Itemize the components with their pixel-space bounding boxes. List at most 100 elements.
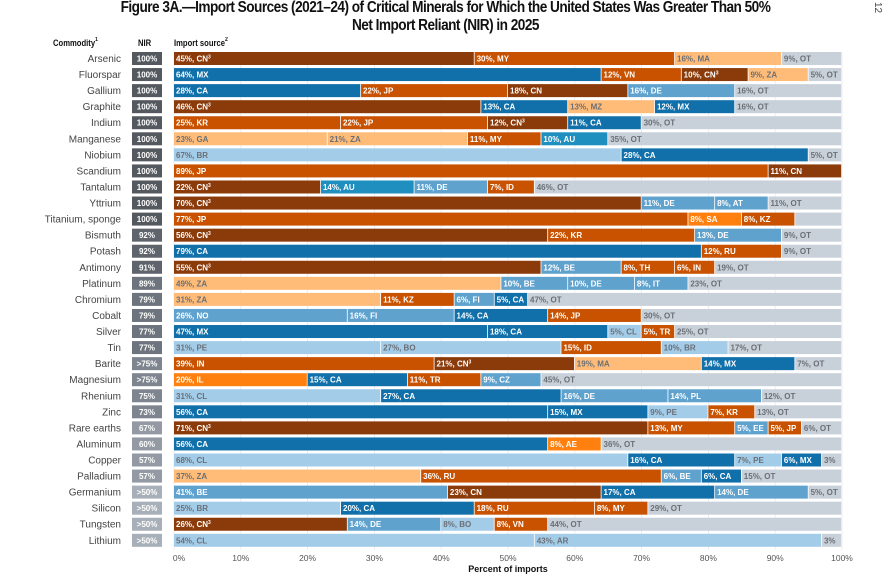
segment-label: 28%, CA: [176, 87, 208, 96]
footnote-marker: 3: [208, 231, 211, 237]
footnote-marker: 1: [95, 37, 98, 43]
bar-segment-id: [487, 180, 534, 194]
segment-label: 14%, AU: [323, 183, 355, 192]
x-tick-label: 100%: [831, 553, 853, 563]
bar-segment-cn: [174, 52, 474, 65]
bar-row: Chromium 79% 31%, ZA 11%, KZ 6%, FI 5%, CA 47%…: [75, 292, 842, 306]
segment-label: 10%, AU: [543, 135, 575, 144]
bar-segment-pe: [174, 341, 381, 355]
bar-row: Graphite 100% 46%, CN3 13%, CA 13%, MZ 12%, M…: [83, 100, 842, 114]
segment-label: 9%, ZA: [750, 71, 777, 80]
segment-label: 36%, OT: [604, 440, 636, 449]
bar-segment-sa: [688, 212, 741, 226]
bar-segment-ca: [628, 453, 735, 467]
segment-label: 23%, CN: [450, 488, 482, 497]
segment-label: 16%, OT: [737, 103, 769, 112]
segment-label: 35%, OT: [610, 135, 642, 144]
nir-value: >75%: [137, 360, 158, 369]
bar-segment-mx: [654, 100, 735, 114]
segment-label: 70%, CN3: [176, 199, 211, 208]
segment-label: 5%, OT: [811, 488, 838, 497]
bar-segment-ot: [688, 276, 842, 290]
bar-segment-cl: [174, 533, 534, 547]
segment-label: 26%, CN3: [176, 520, 211, 529]
segment-label: 19%, OT: [717, 263, 749, 272]
bar-segment-be: [541, 260, 621, 274]
commodity-label: Bismuth: [85, 231, 121, 242]
bar-segment-ot: [735, 100, 842, 114]
bar-row: Antimony 91% 55%, CN3 12%, BE 8%, TH 6%, IN 19…: [79, 260, 842, 274]
commodity-label: Cobalt: [92, 311, 121, 322]
segment-label: 56%, CA: [176, 440, 208, 449]
segment-label: 7%, ID: [490, 183, 514, 192]
bar-segment-mx: [548, 405, 648, 419]
segment-label: 5%, CL: [610, 328, 637, 337]
segment-label: 7%, OT: [797, 360, 824, 369]
bar-segment-cn: [434, 357, 574, 371]
segment-label: 25%, KR: [176, 119, 208, 128]
bar-segment-ot: [781, 244, 842, 258]
nir-badge: [132, 517, 162, 531]
bar-segment-cz: [481, 373, 541, 387]
bar-row: Palladium 57% 37%, ZA 36%, RU 6%, BE 6%, CA 15…: [77, 469, 842, 483]
commodity-label: Scandium: [77, 166, 121, 177]
bar-segment-il: [174, 373, 307, 387]
bar-segment-cn: [447, 485, 601, 499]
segment-label: 12%, MX: [657, 103, 690, 112]
segment-label: 11%, TR: [410, 376, 441, 385]
nir-value: 100%: [137, 71, 157, 80]
nir-value: 92%: [139, 247, 155, 256]
bar-segment-be: [174, 485, 448, 499]
nir-value: 79%: [139, 295, 155, 304]
chart-rows: Arsenic 100% 45%, CN3 30%, MY 16%, MA 9%, OT F…: [45, 52, 842, 547]
segment-label: 14%, MX: [704, 360, 737, 369]
bar-segment-ca: [494, 292, 528, 306]
bar-segment-za: [174, 292, 381, 306]
bar-segment-ot: [808, 485, 842, 499]
nir-badge: [132, 180, 162, 194]
commodity-label: Platinum: [82, 279, 121, 290]
bar-segment-ot: [761, 389, 842, 403]
segment-label: 22%, CN3: [176, 183, 211, 192]
segment-label: 16%, MA: [677, 55, 710, 64]
segment-label: 89%, JP: [176, 167, 207, 176]
bar-segment-cn: [768, 164, 842, 178]
segment-label: 30%, MY: [477, 55, 510, 64]
bar-row: Arsenic 100% 45%, CN3 30%, MY 16%, MA 9%, OT: [88, 52, 842, 65]
segment-label: 8%, SA: [690, 215, 717, 224]
segment-label: 39%, IN: [176, 360, 205, 369]
nir-value: 100%: [137, 119, 157, 128]
nir-value: 100%: [137, 183, 157, 192]
bar-segment-jp: [361, 84, 508, 98]
segment-label: 20%, IL: [176, 376, 204, 385]
x-tick-label: 20%: [299, 553, 316, 563]
nir-value: 100%: [137, 151, 157, 160]
nir-badge: [132, 68, 162, 82]
nir-value: 89%: [139, 279, 155, 288]
nir-value: 100%: [137, 87, 157, 96]
bar-segment-ot: [735, 84, 842, 98]
segment-label: 6%, OT: [804, 424, 831, 433]
commodity-label: Rare earths: [69, 423, 121, 434]
segment-label: 7%, PE: [737, 456, 764, 465]
bar-segment-ma: [574, 357, 701, 371]
bar-segment-jp: [174, 164, 768, 178]
bar-segment-br: [174, 148, 621, 162]
footnote-marker: 3: [208, 424, 211, 430]
nir-badge: [132, 453, 162, 467]
segment-label: 22%, JP: [343, 119, 374, 128]
segment-label: 13%, DE: [697, 231, 729, 240]
bar-segment-ar: [534, 533, 822, 547]
segment-label: 45%, CN3: [176, 55, 211, 64]
bar-segment-ot: [534, 180, 842, 194]
commodity-label: Graphite: [83, 102, 122, 113]
bar-segment-ca: [307, 373, 407, 387]
bar-segment-ot: [541, 373, 842, 387]
bar-segment-ca: [701, 469, 741, 483]
segment-label: 25%, BR: [176, 504, 208, 513]
bar-segment-cl: [174, 453, 628, 467]
commodity-label: Copper: [88, 456, 121, 467]
nir-badge: [132, 148, 162, 162]
x-tick-label: 70%: [633, 553, 650, 563]
bar-segment-mz: [568, 100, 655, 114]
